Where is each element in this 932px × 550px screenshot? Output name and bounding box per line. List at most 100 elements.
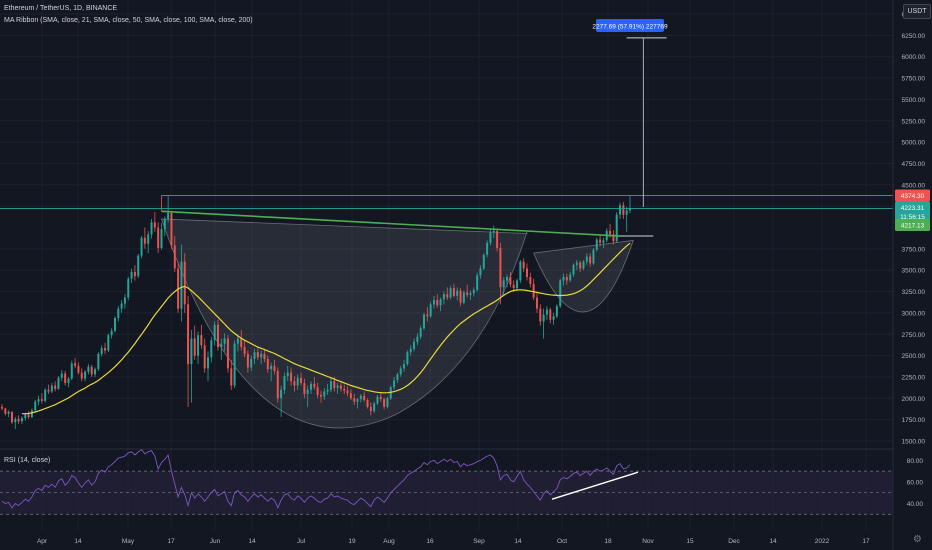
candle-body <box>273 365 276 371</box>
candle-body <box>167 212 170 219</box>
candle-body <box>582 261 585 269</box>
settings-gear-icon[interactable]: ⚙ <box>913 534 922 545</box>
rsi-trendline <box>551 471 639 500</box>
time-tick-label: 18 <box>604 538 612 545</box>
price-tick-label: 3750.00 <box>902 246 926 253</box>
candle-body <box>173 245 176 269</box>
candle-body <box>140 237 143 256</box>
candle-body <box>290 372 293 382</box>
time-tick-label: Jun <box>210 538 221 545</box>
candle-body <box>256 352 259 358</box>
cup-shape <box>160 218 528 429</box>
candle-body <box>296 377 299 386</box>
rsi-line <box>1 448 631 509</box>
resistance-price-tag-text: 4374.30 <box>901 193 925 200</box>
candle-body <box>432 300 435 305</box>
candle-body <box>50 385 53 392</box>
candle-body <box>472 289 475 294</box>
time-tick-label: 14 <box>514 538 522 545</box>
candle-body <box>150 222 153 235</box>
candle-body <box>24 414 27 418</box>
candle-body <box>4 408 7 414</box>
candle-body <box>422 314 425 329</box>
candle-body <box>14 418 17 423</box>
price-tick-label: 1500.00 <box>902 439 926 446</box>
candle-body <box>27 414 30 418</box>
candle-body <box>123 297 126 304</box>
measure-label-box <box>596 19 664 32</box>
price-tick-label: 2250.00 <box>902 374 926 381</box>
price-tick-label: 2000.00 <box>902 396 926 403</box>
candle-body <box>97 353 100 370</box>
candle-body <box>429 304 432 317</box>
candle-body <box>266 359 269 370</box>
candle-body <box>396 374 399 381</box>
candle-body <box>373 403 376 412</box>
candle-body <box>276 370 279 399</box>
candle-body <box>426 314 429 317</box>
support-price-tag-bg <box>895 218 930 231</box>
candle-body <box>303 382 306 395</box>
measure-label-text: 2277.69 (57.91%) 227769 <box>592 24 668 31</box>
candle-body <box>187 304 190 365</box>
candle-body <box>333 381 336 389</box>
candle-body <box>442 294 445 300</box>
time-tick-label: 2022 <box>815 538 830 545</box>
candle-body <box>532 283 535 298</box>
candle-body <box>107 335 110 351</box>
candle-body <box>595 239 598 250</box>
candle-body <box>87 366 90 372</box>
cup-pattern-overlay <box>160 218 634 429</box>
candle-body <box>74 363 77 366</box>
price-tick-label: 5500.00 <box>902 97 926 104</box>
candle-body <box>519 261 522 281</box>
candle-body <box>479 268 482 276</box>
candle-body <box>419 328 422 337</box>
candle-body <box>509 277 512 285</box>
candle-body <box>20 417 23 422</box>
candle-body <box>213 324 216 341</box>
price-tick-label: 2500.00 <box>902 353 926 360</box>
candle-body <box>100 347 103 354</box>
candle-body <box>585 256 588 262</box>
candle-body <box>117 308 120 319</box>
candle-body <box>7 411 10 414</box>
candle-body <box>469 293 472 295</box>
currency-button[interactable]: USDT <box>903 4 931 19</box>
candle-body <box>565 277 568 281</box>
price-tick-label: 1750.00 <box>902 417 926 424</box>
candle-body <box>496 230 499 248</box>
candle-body <box>240 338 243 348</box>
candle-body <box>280 389 283 399</box>
time-tick-label: 17 <box>167 538 175 545</box>
candle-body <box>446 294 449 298</box>
candle-body <box>549 309 552 320</box>
price-tick-label: 3000.00 <box>902 310 926 317</box>
candle-body <box>456 290 459 296</box>
candle-body <box>622 205 625 215</box>
time-tick-label: 15 <box>686 538 694 545</box>
candle-body <box>216 324 219 348</box>
candle-body <box>542 314 545 322</box>
candle-body <box>226 338 229 369</box>
time-tick-label: Jul <box>297 538 306 545</box>
price-tick-label: 3500.00 <box>902 268 926 275</box>
time-tick-label: Sep <box>473 538 485 545</box>
candle-body <box>90 366 93 375</box>
price-tick-label: 5750.00 <box>902 76 926 83</box>
rsi-pane <box>0 448 893 515</box>
candle-body <box>70 363 73 379</box>
candle-body <box>625 210 628 215</box>
candle-body <box>60 373 63 378</box>
candle-body <box>506 277 509 281</box>
price-tick-label: 5250.00 <box>902 118 926 125</box>
time-axis[interactable]: Apr 14 May 17 Jun 14 Jul 19 Aug 16 Sep 14 Oct 18 Nov 15… <box>37 538 870 545</box>
candle-body <box>466 292 469 295</box>
candle-body <box>10 411 13 423</box>
drawing-tools[interactable]: 2277.69 (57.91%) 227769 <box>0 19 893 237</box>
rsi-tick-label: 60.00 <box>907 479 924 486</box>
candle-body <box>190 338 193 365</box>
candle-body <box>416 336 419 342</box>
